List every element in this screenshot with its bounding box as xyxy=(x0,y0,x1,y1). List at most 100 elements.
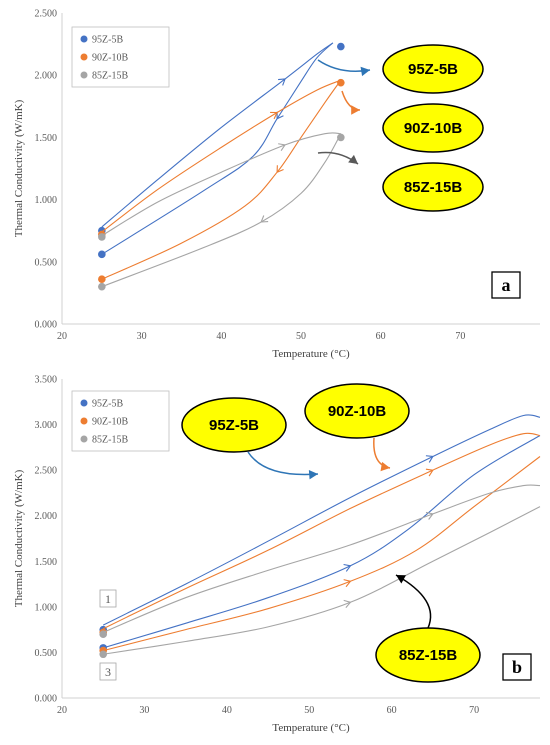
y-tick-label: 0.000 xyxy=(35,320,58,331)
legend-marker xyxy=(80,417,88,425)
heating-direction-arrow xyxy=(270,111,278,120)
panel-label-box xyxy=(502,653,532,681)
legend-label: 90Z-10B xyxy=(92,417,128,428)
cooling-direction-arrow xyxy=(260,215,269,223)
cooling-direction-arrow xyxy=(343,599,351,608)
callout-ellipse xyxy=(304,383,410,439)
y-tick-label: 1.000 xyxy=(35,602,58,613)
heating-curve-90Z-10B xyxy=(101,79,342,233)
x-tick-label: 40 xyxy=(222,705,232,716)
callout-ellipse xyxy=(382,44,484,94)
pointer-arrow-90Z-10B-head xyxy=(351,105,360,115)
note-box xyxy=(99,589,117,608)
y-tick-label: 3.500 xyxy=(35,375,58,386)
x-tick-label: 20 xyxy=(57,705,67,716)
cooling-curve-95Z-5B xyxy=(103,435,541,649)
panel-label: a xyxy=(502,275,511,295)
data-point-85Z-15B xyxy=(337,133,345,142)
cooling-curve-85Z-15B xyxy=(101,133,342,288)
x-axis-title: Temperature (°C) xyxy=(272,348,350,360)
callout-label: 95Z-5B xyxy=(209,417,259,434)
heating-curve-95Z-5B xyxy=(101,42,334,228)
x-tick-label: 70 xyxy=(455,331,465,342)
y-tick-label: 0.500 xyxy=(35,648,58,659)
legend-marker xyxy=(80,435,88,443)
callout-label: 85Z-15B xyxy=(404,179,463,196)
x-axis-title: Temperature (°C) xyxy=(272,722,350,734)
pointer-arrow-95Z-5B-head xyxy=(308,469,318,480)
x-tick-label: 60 xyxy=(376,331,386,342)
legend: 95Z-5B 90Z-10B 85Z-15B xyxy=(71,26,170,88)
y-tick-label: 1.000 xyxy=(35,195,58,206)
legend-marker xyxy=(80,53,88,61)
panel-a-chart: 0.000 0.500 1.000 1.500 2.000 2.500 20 30 40 50 60… xyxy=(13,9,540,360)
x-tick-label: 20 xyxy=(57,331,67,342)
heating-direction-arrow xyxy=(278,143,286,151)
legend-label: 95Z-5B xyxy=(92,399,123,410)
pointer-arrow-95Z-5B-head xyxy=(360,66,370,77)
callout-85Z-15B: 85Z-15B xyxy=(382,162,484,212)
callout-ellipse xyxy=(382,103,484,153)
panel-label-box xyxy=(491,271,521,299)
callout-label: 90Z-10B xyxy=(404,120,463,137)
x-tick-label: 60 xyxy=(387,705,397,716)
legend-box xyxy=(71,26,170,88)
heating-direction-arrow xyxy=(278,78,286,86)
legend-box xyxy=(71,390,170,452)
x-tick-label: 50 xyxy=(304,705,314,716)
y-tick-label: 2.500 xyxy=(35,9,58,20)
legend-label: 85Z-15B xyxy=(92,435,128,446)
cooling-direction-arrow xyxy=(343,563,351,572)
y-axis-title: Thermal Conductivity (W/mK) xyxy=(13,99,25,237)
cooling-direction-arrow xyxy=(343,579,351,588)
callout-label: 95Z-5B xyxy=(408,61,458,78)
callout-90Z-10B: 90Z-10B xyxy=(382,103,484,153)
x-tick-label: 30 xyxy=(139,705,149,716)
y-tick-label: 0.000 xyxy=(35,694,58,705)
y-tick-label: 0.500 xyxy=(35,257,58,268)
legend-marker xyxy=(80,35,88,43)
cooling-direction-arrow xyxy=(276,165,284,173)
callout-ellipse xyxy=(382,162,484,212)
y-tick-label: 3.000 xyxy=(35,420,58,431)
legend-marker xyxy=(80,399,88,407)
pointer-arrow-95Z-5B-shaft xyxy=(247,451,319,476)
cooling-curve-85Z-15B xyxy=(103,506,541,655)
y-tick-label: 1.500 xyxy=(35,133,58,144)
panel-b-chart: 0.000 0.500 1.000 1.500 2.000 2.500 3.000 3.500… xyxy=(13,375,541,734)
heating-direction-arrow xyxy=(425,455,434,463)
callout-85Z-15B: 85Z-15B xyxy=(375,627,481,683)
note-label: 1 xyxy=(105,592,111,606)
y-tick-label: 2.000 xyxy=(35,71,58,82)
y-tick-label: 2.000 xyxy=(35,511,58,522)
heating-curve-95Z-5B xyxy=(102,414,541,626)
y-tick-label: 2.500 xyxy=(35,466,58,477)
heating-curve-90Z-10B xyxy=(102,432,541,630)
heating-curve-85Z-15B xyxy=(102,484,541,633)
heating-direction-arrow xyxy=(425,511,434,520)
data-point-95Z-5B xyxy=(98,250,106,259)
x-tick-label: 40 xyxy=(216,331,226,342)
note-label: 3 xyxy=(105,665,111,679)
x-tick-label: 30 xyxy=(137,331,147,342)
callout-label: 90Z-10B xyxy=(328,403,387,420)
y-tick-label: 1.500 xyxy=(35,557,58,568)
pointer-arrow-90Z-10B-shaft xyxy=(341,90,361,111)
data-point-85Z-15B xyxy=(99,630,108,638)
pointer-arrow-85Z-15B-head xyxy=(348,154,358,164)
callout-ellipse xyxy=(181,397,287,453)
data-point-85Z-15B xyxy=(99,650,108,659)
x-tick-label: 50 xyxy=(296,331,306,342)
pointer-arrow-85Z-15B-shaft xyxy=(395,574,432,629)
callout-90Z-10B: 90Z-10B xyxy=(304,383,410,439)
cooling-curve-90Z-10B xyxy=(101,79,342,280)
legend-label: 95Z-5B xyxy=(92,35,123,46)
legend-label: 85Z-15B xyxy=(92,71,128,82)
x-tick-label: 70 xyxy=(469,705,479,716)
legend-marker xyxy=(80,71,88,79)
data-point-85Z-15B xyxy=(98,282,106,291)
legend-label: 90Z-10B xyxy=(92,53,128,64)
callout-95Z-5B: 95Z-5B xyxy=(181,397,287,453)
data-point-85Z-15B xyxy=(98,233,106,241)
